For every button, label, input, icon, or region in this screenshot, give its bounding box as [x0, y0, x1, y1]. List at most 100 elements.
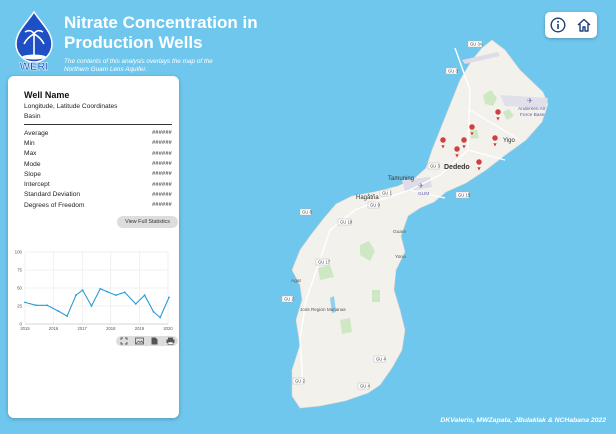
stat-label: Intercept [24, 181, 50, 189]
route-label: GU 3 [448, 69, 458, 74]
nitrate-line-chart[interactable]: 0 25 50 75 100 2015 2016 2017 2018 2019 2020 [8, 246, 179, 346]
stat-row: Standard Deviation ###### [24, 190, 172, 200]
data-point [123, 291, 126, 294]
data-point [168, 296, 170, 299]
stat-value: ###### [152, 140, 172, 147]
stat-row: Mode ###### [24, 159, 172, 169]
road [409, 109, 521, 199]
data-point [114, 294, 117, 297]
stat-label: Max [24, 150, 37, 158]
park-area [360, 241, 375, 261]
park-area [483, 90, 497, 106]
data-point [99, 287, 102, 290]
data-point [66, 315, 68, 317]
route-label: GU 1 [382, 191, 392, 196]
x-tick-label: 2015 [20, 326, 30, 331]
stat-row: Degrees of Freedom ###### [24, 200, 172, 210]
app-header: WERI Nitrate Concentration in Production … [8, 6, 308, 73]
well-name: Well Name [24, 90, 70, 100]
x-tick-label: 2017 [78, 326, 88, 331]
y-tick-label: 100 [15, 250, 23, 255]
data-point [152, 310, 155, 313]
info-icon[interactable] [548, 15, 568, 35]
series-line [24, 288, 170, 319]
data-point [90, 305, 93, 307]
print-icon[interactable] [166, 337, 175, 345]
place-tamuning: Tamuning [388, 176, 414, 182]
route-label: GU 9 [370, 203, 380, 208]
divider [24, 124, 172, 125]
airport-icon: ✈ [527, 98, 533, 105]
route-label: GU 17 [318, 260, 331, 265]
stat-value: ###### [152, 202, 172, 209]
place-airforce: Andersen Air [518, 106, 546, 112]
data-point [75, 294, 77, 297]
y-tick-label: 0 [20, 322, 23, 327]
route-label: GU 3 [430, 164, 440, 169]
stats-list: Average ###### Min ###### Max ###### Mode ##… [24, 128, 172, 210]
stat-value: ###### [152, 191, 172, 198]
data-point [143, 294, 146, 297]
place-agat: Agat [291, 278, 302, 284]
data-point [159, 316, 162, 319]
park-area [372, 290, 380, 302]
home-icon[interactable] [574, 15, 594, 35]
route-label: GU 15 [458, 193, 471, 198]
y-tick-label: 75 [17, 268, 22, 273]
data-point [106, 290, 108, 293]
stat-row: Slope ###### [24, 169, 172, 179]
route-label: GU 2 [284, 297, 294, 302]
document-icon[interactable] [150, 337, 159, 345]
page-title: Nitrate Concentration in Production Wells [64, 13, 258, 52]
top-toolbar [545, 12, 597, 38]
data-point [35, 304, 37, 307]
credits: DKValerio, MWZapata, JBulaklak & NCHaban… [440, 417, 606, 424]
airport-area [402, 177, 432, 192]
route-label: GU 4 [376, 357, 386, 362]
data-point [24, 301, 26, 304]
y-tick-label: 25 [17, 304, 22, 309]
well-marker [475, 158, 483, 172]
data-point [134, 302, 137, 305]
stat-label: Slope [24, 170, 41, 178]
well-marker [453, 145, 461, 159]
place-guam: Guam [393, 229, 406, 235]
chart-toolbar [116, 336, 178, 346]
stat-label: Average [24, 129, 49, 137]
airbase-area [500, 95, 548, 108]
fullscreen-icon[interactable] [119, 337, 128, 345]
naval-water [330, 296, 336, 313]
well-marker [460, 136, 468, 150]
stat-value: ###### [152, 161, 172, 168]
stat-value: ###### [152, 150, 172, 157]
data-point [46, 304, 49, 307]
stat-label: Degrees of Freedom [24, 201, 85, 209]
weri-logo: WERI [15, 10, 53, 72]
well-marker [491, 134, 499, 148]
view-full-statistics-button[interactable]: View Full Statistics [117, 216, 178, 228]
stat-row: Max ###### [24, 149, 172, 159]
stat-row: Intercept ###### [24, 179, 172, 189]
place-airport: GUM [418, 191, 429, 197]
stat-label: Mode [24, 160, 41, 168]
place-naval-base: Joint Region Marianas [300, 307, 346, 312]
well-basin: Basin [24, 113, 41, 120]
park-area [503, 109, 514, 120]
park-area [340, 318, 352, 334]
image-icon[interactable] [134, 337, 144, 345]
route-label: GU 8 [302, 210, 312, 215]
logo-text: WERI [20, 61, 49, 72]
stat-row: Average ###### [24, 128, 172, 138]
place-yona: Yona [395, 254, 406, 260]
place-yigo: Yigo [503, 138, 515, 144]
page-subtitle: The contents of this analysis overlays t… [64, 58, 213, 73]
x-tick-label: 2020 [163, 326, 173, 331]
route-label: GU 10 [340, 220, 353, 225]
well-marker [494, 108, 502, 122]
well-marker [439, 136, 447, 150]
place-dededo: Dededo [444, 164, 470, 171]
x-tick-label: 2016 [49, 326, 59, 331]
road [299, 47, 471, 386]
stat-row: Min ###### [24, 138, 172, 148]
well-marker [468, 123, 476, 137]
